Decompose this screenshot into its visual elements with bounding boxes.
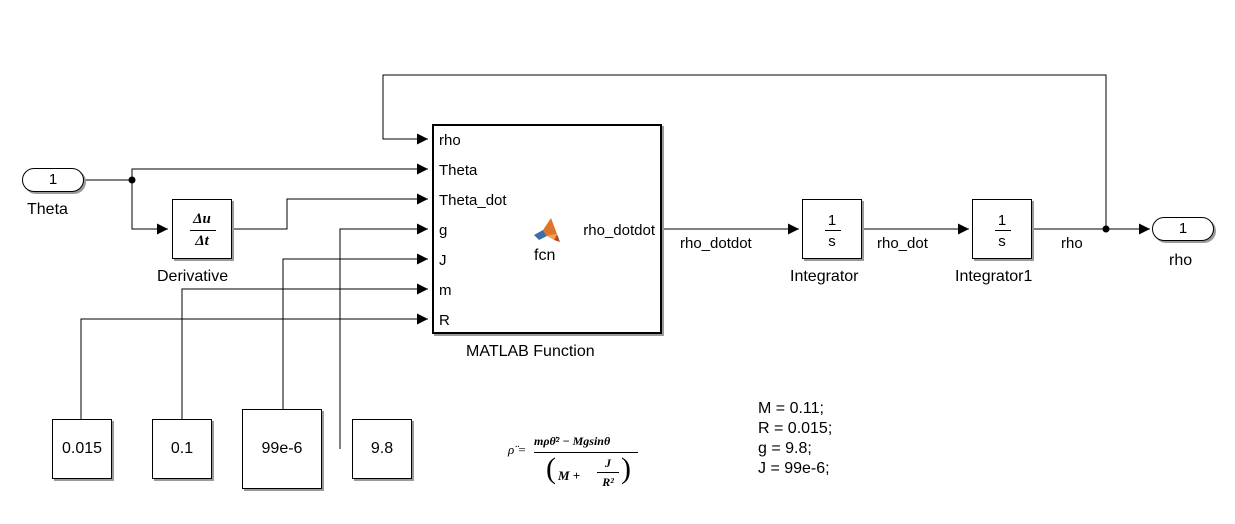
input-port-theta: Theta bbox=[439, 162, 478, 179]
matlab-function-label: MATLAB Function bbox=[466, 343, 595, 360]
wire-theta bbox=[84, 163, 428, 181]
signal-label-rho-dot: rho_dot bbox=[877, 235, 928, 252]
integrator1-block[interactable]: 1 s bbox=[972, 199, 1032, 259]
integrator1-label: Integrator1 bbox=[955, 268, 1033, 285]
note-line: J = 99e-6; bbox=[758, 460, 830, 477]
branch-point-rho bbox=[1102, 225, 1110, 233]
integrator1-fraction-bar bbox=[995, 230, 1011, 231]
input-port-theta-dot: Theta_dot bbox=[439, 192, 507, 209]
constant-block-R[interactable]: 0.015 bbox=[52, 419, 112, 479]
equation-numerator: mρθ̇² − Mgsinθ bbox=[534, 434, 611, 448]
constant-value: 0.015 bbox=[61, 440, 103, 457]
parameter-notes: M = 0.11; R = 0.015; g = 9.8; J = 99e-6; bbox=[758, 399, 832, 479]
equation-annotation: ρ̈ = mρθ̇² − Mgsinθ ( M + J R² ) bbox=[508, 418, 648, 508]
integrator1-numerator: 1 bbox=[997, 212, 1007, 229]
wire-const-m bbox=[181, 283, 428, 419]
inport-number: 1 bbox=[48, 171, 58, 188]
constant-block-g[interactable]: 9.8 bbox=[352, 419, 412, 479]
wire-const-g bbox=[339, 223, 428, 449]
equation-open-paren: ( bbox=[546, 452, 556, 485]
outport-number: 1 bbox=[1178, 220, 1188, 237]
equation-inner-numerator: J bbox=[605, 456, 611, 470]
note-line: g = 9.8; bbox=[758, 440, 812, 457]
equation-inner-bar bbox=[597, 472, 619, 473]
integrator1-denominator: s bbox=[998, 233, 1006, 250]
constant-value: 99e-6 bbox=[261, 440, 303, 457]
integrator-denominator: s bbox=[828, 233, 836, 250]
inport-theta[interactable]: 1 bbox=[22, 168, 84, 192]
matlab-fcn-label: fcn bbox=[534, 247, 556, 264]
equation-main-bar bbox=[534, 452, 638, 453]
integrator-fraction-bar bbox=[825, 230, 841, 231]
equation-close-paren: ) bbox=[621, 452, 631, 485]
matlab-function-block[interactable]: rho Theta Theta_dot g J m R rho_dotdot f… bbox=[432, 124, 662, 334]
signal-label-rho-dotdot: rho_dotdot bbox=[680, 235, 752, 252]
derivative-block[interactable]: Δu Δt bbox=[172, 199, 232, 259]
integrator-label: Integrator bbox=[790, 268, 859, 285]
constant-block-m[interactable]: 0.1 bbox=[152, 419, 212, 479]
wire-const-R bbox=[80, 313, 428, 419]
derivative-label: Derivative bbox=[157, 268, 229, 285]
signal-label-rho: rho bbox=[1061, 235, 1083, 252]
integrator-numerator: 1 bbox=[827, 212, 837, 229]
equation-lhs: ρ̈ = bbox=[508, 442, 527, 457]
wire-theta-dot bbox=[232, 193, 428, 230]
input-port-R: R bbox=[439, 312, 450, 329]
derivative-fraction-bar bbox=[190, 230, 216, 231]
wire-theta-branch bbox=[131, 180, 168, 235]
derivative-numerator: Δu bbox=[193, 211, 211, 227]
equation-denominator-left: M + bbox=[558, 468, 581, 483]
input-port-m: m bbox=[439, 282, 452, 299]
output-port-rho-dotdot: rho_dotdot bbox=[583, 222, 655, 239]
wire-rho-feedback bbox=[382, 74, 1107, 229]
input-port-J: J bbox=[439, 252, 447, 269]
matlab-logo-icon bbox=[534, 218, 560, 242]
note-line: R = 0.015; bbox=[758, 420, 833, 437]
equation-inner-denominator: R² bbox=[602, 475, 614, 489]
input-port-rho: rho bbox=[439, 132, 461, 149]
constant-value: 9.8 bbox=[370, 440, 394, 457]
outport-rho[interactable]: 1 bbox=[1152, 217, 1214, 241]
derivative-denominator: Δt bbox=[195, 233, 209, 249]
wire-const-J bbox=[282, 253, 428, 409]
constant-block-J[interactable]: 99e-6 bbox=[242, 409, 322, 489]
branch-point-theta bbox=[128, 176, 136, 184]
input-port-g: g bbox=[439, 222, 448, 239]
inport-theta-label: Theta bbox=[27, 201, 68, 218]
constant-value: 0.1 bbox=[170, 440, 194, 457]
integrator-block[interactable]: 1 s bbox=[802, 199, 862, 259]
outport-rho-label: rho bbox=[1169, 252, 1193, 269]
note-line: M = 0.11; bbox=[758, 400, 824, 417]
